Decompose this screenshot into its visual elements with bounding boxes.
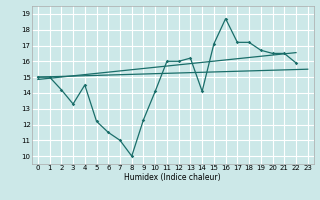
X-axis label: Humidex (Indice chaleur): Humidex (Indice chaleur) [124,173,221,182]
